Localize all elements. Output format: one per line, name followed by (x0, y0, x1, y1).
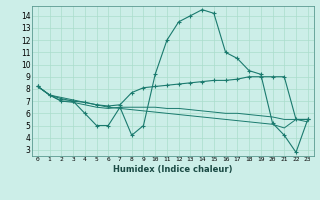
X-axis label: Humidex (Indice chaleur): Humidex (Indice chaleur) (113, 165, 233, 174)
